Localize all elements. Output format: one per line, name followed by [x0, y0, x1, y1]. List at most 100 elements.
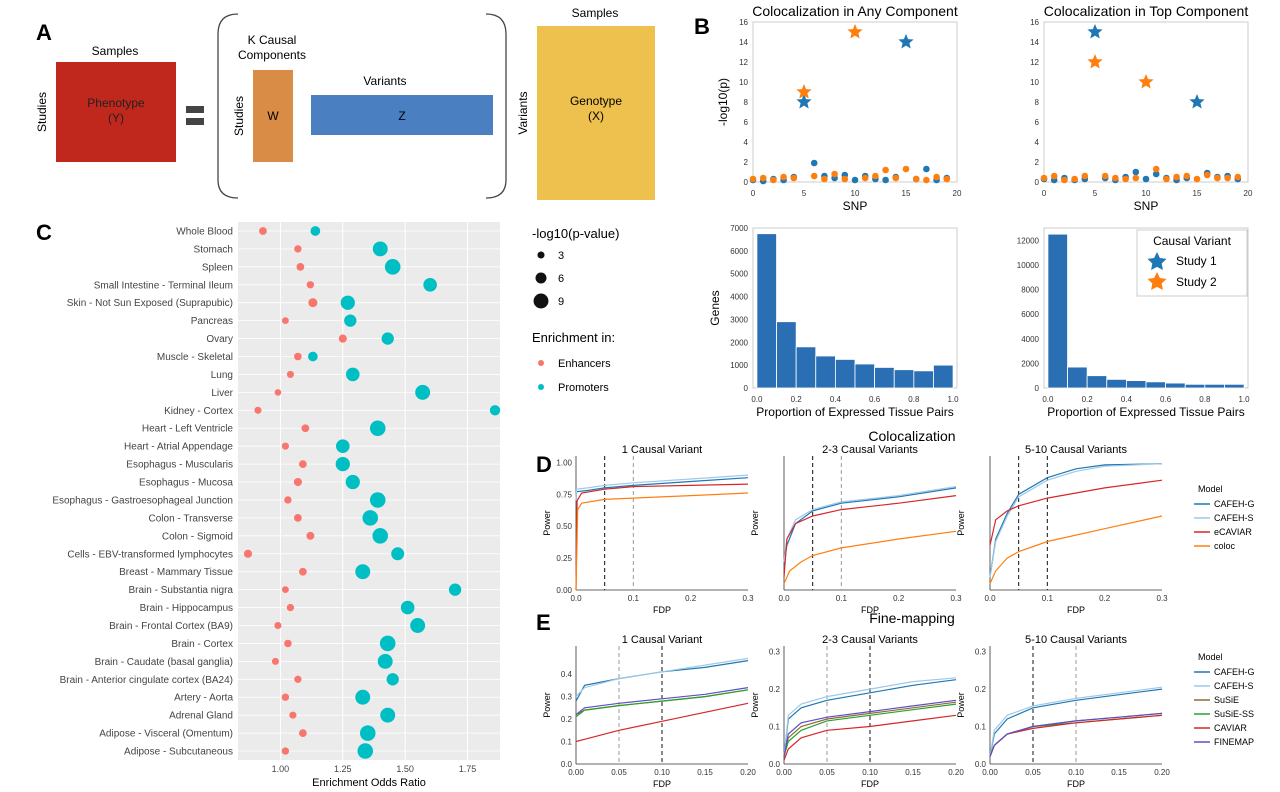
histogram-bar [1125, 380, 1147, 389]
x-tick-label: 20 [953, 189, 962, 198]
dot-promoters [335, 456, 350, 472]
dot-promoters [340, 295, 355, 310]
size-legend-dot [535, 272, 547, 284]
dot-enhancers [299, 729, 307, 737]
category-label: Heart - Left Ventricle [142, 424, 234, 435]
dot-point [841, 175, 849, 183]
dot-point [810, 159, 818, 167]
star-point [1087, 24, 1103, 39]
x-tick-label: 0 [1042, 189, 1047, 198]
legend-star-study-2 [1147, 272, 1167, 290]
dot-point [770, 176, 777, 184]
y-tick-label: 12000 [1017, 236, 1040, 245]
plot-frame [752, 21, 958, 183]
x-axis-label: SNP [843, 199, 868, 213]
histogram-bar [1204, 383, 1225, 389]
dot-enhancers [301, 424, 310, 433]
histogram-bar [834, 359, 856, 389]
y-tick-label: 0.75 [556, 490, 572, 499]
dot-promoters [386, 673, 399, 686]
panel-b-legend: Causal Variant Study 1 Study 2 [1136, 229, 1248, 297]
star-point [847, 24, 863, 39]
series-line [575, 657, 749, 698]
dot-enhancers [299, 567, 307, 576]
dot-point [780, 173, 787, 181]
legend-label: coloc [1214, 541, 1236, 551]
w-top-label-1: K Causal [248, 33, 297, 47]
x-axis-label: SNP [1134, 199, 1159, 213]
y-tick-label: 0.1 [975, 723, 987, 732]
category-label: Brain - Frontal Cortex (BA9) [109, 621, 233, 632]
histogram-bar [913, 370, 934, 389]
y-tick-label: 7000 [730, 224, 748, 233]
y-tick-label: 0.2 [975, 685, 987, 694]
y-tick-label: 6000 [730, 247, 748, 256]
dot-promoters [410, 618, 426, 633]
panel-letter-e: E [536, 610, 551, 635]
x-tick-label: 0.0 [984, 594, 996, 603]
x-tick-label: 0.15 [1111, 768, 1127, 777]
left-bracket [217, 13, 239, 199]
dot-promoters [379, 635, 396, 652]
dot-enhancers [294, 352, 302, 361]
plot-background [238, 222, 500, 760]
x-tick-label: 0.1 [1042, 594, 1054, 603]
category-label: Whole Blood [176, 226, 233, 237]
y-tick-label: 0.3 [561, 693, 573, 702]
x-tick-label: 0.05 [1025, 768, 1041, 777]
subplot: 1 Causal Variant 0.00 0.05 0.10 0.15 0.20 0.0 0… [542, 634, 756, 789]
series-line [783, 714, 957, 761]
category-label: Esophagus - Muscularis [126, 460, 233, 471]
chart-b-hist-right: 0.0 0.2 0.4 0.6 0.8 1.0 0 2000 4000 6000 8000 10000… [1017, 227, 1250, 419]
x-tick-label: 0.3 [1156, 594, 1168, 603]
dot-promoters [359, 725, 376, 741]
w-top-label-2: Components [238, 48, 306, 62]
category-label: Artery - Aorta [174, 693, 233, 704]
phenotype-label: Phenotype [87, 96, 145, 110]
category-label: Adipose - Subcutaneous [124, 747, 233, 758]
histogram-bar [1086, 375, 1108, 389]
chart-b-top-left: Colocalization in Any Component 0 5 10 15 20 0… [716, 3, 962, 213]
x-tick-label: 15 [1193, 189, 1202, 198]
dot-point [872, 172, 879, 180]
histogram-bar [1106, 378, 1127, 389]
dot-promoters [372, 528, 389, 544]
histogram-bar [815, 355, 836, 389]
x-tick-label: 0.8 [908, 395, 920, 404]
star-point [1189, 94, 1205, 109]
x-axis-label: Enrichment Odds Ratio [312, 777, 426, 789]
size-legend-dot [533, 293, 549, 309]
dot-enhancers [271, 657, 279, 665]
histogram-bar [756, 233, 777, 389]
dot-enhancers [296, 262, 305, 271]
x-axis-label: FDP [861, 779, 879, 789]
dot-enhancers [289, 711, 297, 719]
series-line [989, 515, 1163, 584]
dot-point [1224, 174, 1231, 182]
dot-point [892, 174, 900, 182]
x-tick-label: 0.0 [1042, 395, 1054, 404]
chart-title: Colocalization in Top Component [1044, 3, 1249, 19]
color-legend-dot [538, 360, 544, 366]
y-tick-label: 10 [1030, 78, 1039, 87]
subplot-title: 5-10 Causal Variants [1025, 444, 1127, 456]
dot-point [923, 176, 930, 184]
dot-point [1152, 165, 1160, 173]
y-tick-label: 10 [739, 78, 748, 87]
w-matrix [253, 70, 293, 162]
series-line [575, 689, 749, 718]
category-label: Breast - Mammary Tissue [119, 567, 233, 578]
dot-enhancers [281, 317, 289, 325]
dot-promoters [308, 351, 318, 362]
w-label: W [267, 109, 279, 123]
dot-promoters [336, 439, 350, 453]
dot-point [923, 165, 930, 173]
y-tick-label: 4 [744, 138, 749, 147]
series-line [575, 702, 749, 743]
category-label: Muscle - Skeletal [157, 352, 233, 363]
series-line [989, 463, 1163, 578]
legend-label: eCAVIAR [1214, 527, 1252, 537]
right-bracket [485, 13, 507, 199]
subplot: 1 Causal Variant 0.0 0.1 0.2 0.3 0.00 0.25 0.50… [542, 444, 754, 615]
